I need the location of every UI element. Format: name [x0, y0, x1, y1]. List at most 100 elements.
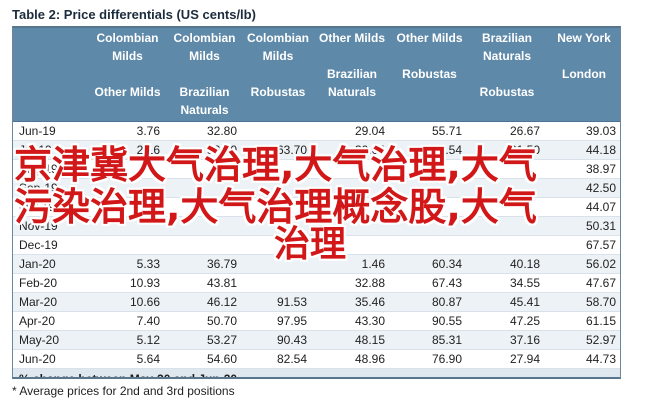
value-cell — [243, 178, 313, 198]
table-row: Jul-19 2.16 32.20 63.70 30.04 61.54 31.50 44.18 — [13, 140, 620, 160]
header-cell-6: Brazilian Naturals Robustas — [468, 28, 546, 122]
value-cell — [468, 178, 546, 198]
value-cell: 32.88 — [313, 273, 391, 293]
table-row: Apr-20 7.40 50.70 97.95 43.30 90.55 47.25 61.15 — [13, 311, 620, 331]
table-container: Colombian Milds Other Milds Colombian Milds… — [12, 26, 621, 379]
value-cell: 67.43 — [391, 273, 468, 293]
header-text: London — [562, 67, 606, 81]
value-cell: 27.94 — [468, 349, 546, 369]
header-text: Brazilian — [326, 67, 377, 81]
header-cell-5: Other Milds Robustas — [391, 28, 468, 122]
value-cell: 10.66 — [89, 292, 166, 312]
value-cell — [243, 216, 313, 236]
price-differentials-table: Colombian Milds Other Milds Colombian Milds… — [13, 28, 620, 377]
table-title: Table 2: Price differentials (US cents/l… — [12, 7, 256, 22]
header-text — [395, 47, 464, 65]
table-row: Oct-19 44.07 — [13, 197, 620, 217]
row-date-cell: Aug-19 — [13, 159, 89, 179]
value-cell: 32.80 — [166, 121, 243, 141]
value-cell: 44.07 — [546, 197, 620, 217]
header-text: Naturals — [482, 49, 532, 63]
value-cell — [243, 273, 313, 293]
value-cell: 5.12 — [89, 330, 166, 350]
header-text: Milds — [262, 49, 294, 63]
value-cell: 29.04 — [313, 121, 391, 141]
value-cell: 1.46 — [313, 254, 391, 274]
value-cell: 90.55 — [391, 311, 468, 331]
value-cell: 90.43 — [243, 330, 313, 350]
value-cell: 61.54 — [391, 140, 468, 160]
row-date-cell: Apr-20 — [13, 311, 89, 331]
footnote: * Average prices for 2nd and 3rd positio… — [12, 384, 235, 398]
header-cell-4: Other Milds Brazilian Naturals — [313, 28, 391, 122]
table-row: Aug-19 38.97 — [13, 159, 620, 179]
row-date-cell: May-20 — [13, 330, 89, 350]
value-cell: 58.70 — [546, 292, 620, 312]
value-cell: 36.79 — [166, 254, 243, 274]
value-cell: 85.31 — [391, 330, 468, 350]
row-date-cell: Jun-20 — [13, 349, 89, 369]
value-cell: 50.70 — [166, 311, 243, 331]
header-cell-date — [13, 28, 89, 122]
value-cell: 47.25 — [468, 311, 546, 331]
value-cell: 52.97 — [546, 330, 620, 350]
value-cell: 82.54 — [243, 349, 313, 369]
value-cell: 38.97 — [546, 159, 620, 179]
header-text: Robustas — [250, 85, 306, 99]
value-cell — [243, 121, 313, 141]
value-cell: 10.93 — [89, 273, 166, 293]
value-cell — [243, 197, 313, 217]
value-cell — [313, 197, 391, 217]
row-date-cell: Jun-19 — [13, 121, 89, 141]
value-cell: 2.16 — [89, 140, 166, 160]
value-cell — [391, 216, 468, 236]
value-cell — [166, 235, 243, 255]
header-text: Other Milds — [318, 31, 385, 45]
header-text — [170, 65, 239, 83]
header-text: Brazilian — [481, 31, 532, 45]
value-cell — [313, 216, 391, 236]
value-cell — [243, 254, 313, 274]
row-date-cell: Sep-19 — [13, 178, 89, 198]
header-text: Other Milds — [94, 85, 161, 99]
value-cell — [468, 235, 546, 255]
pct-change-title-row: % change between May-20 and Jun-20 — [13, 368, 620, 377]
value-cell: 46.12 — [166, 292, 243, 312]
value-cell: 43.81 — [166, 273, 243, 293]
value-cell: 35.46 — [313, 292, 391, 312]
value-cell — [391, 197, 468, 217]
value-cell: 91.53 — [243, 292, 313, 312]
value-cell: 26.67 — [468, 121, 546, 141]
value-cell: 53.27 — [166, 330, 243, 350]
value-cell — [313, 159, 391, 179]
value-cell: 42.50 — [546, 178, 620, 198]
header-text — [247, 65, 309, 83]
value-cell — [468, 216, 546, 236]
value-cell — [166, 197, 243, 217]
value-cell: 60.34 — [391, 254, 468, 274]
header-cell-3: Colombian Milds Robustas — [243, 28, 313, 122]
header-text: Milds — [189, 49, 220, 63]
value-cell: 40.18 — [468, 254, 546, 274]
row-date-cell: Oct-19 — [13, 197, 89, 217]
header-text: Colombian — [173, 31, 236, 45]
header-text: Robustas — [402, 67, 457, 81]
value-cell — [468, 197, 546, 217]
value-cell: 55.71 — [391, 121, 468, 141]
value-cell: 3.76 — [89, 121, 166, 141]
value-cell: 43.30 — [313, 311, 391, 331]
value-cell — [89, 197, 166, 217]
table-row: Mar-20 10.66 46.12 91.53 35.46 80.87 45.41 58.7… — [13, 292, 620, 312]
header-text: Naturals — [327, 85, 377, 99]
value-cell: 61.15 — [546, 311, 620, 331]
table-row: May-20 5.12 53.27 90.43 48.15 85.31 37.16 52.97 — [13, 330, 620, 350]
value-cell — [89, 216, 166, 236]
table-row: Sep-19 42.50 — [13, 178, 620, 198]
table-body: Jun-19 3.76 32.80 29.04 55.71 26.67 39.03 Jul-1… — [13, 121, 620, 377]
row-date-cell: Nov-19 — [13, 216, 89, 236]
table-row: Nov-19 50.31 — [13, 216, 620, 236]
value-cell: 76.90 — [391, 349, 468, 369]
value-cell: 34.55 — [468, 273, 546, 293]
header-text: Naturals — [180, 103, 229, 117]
